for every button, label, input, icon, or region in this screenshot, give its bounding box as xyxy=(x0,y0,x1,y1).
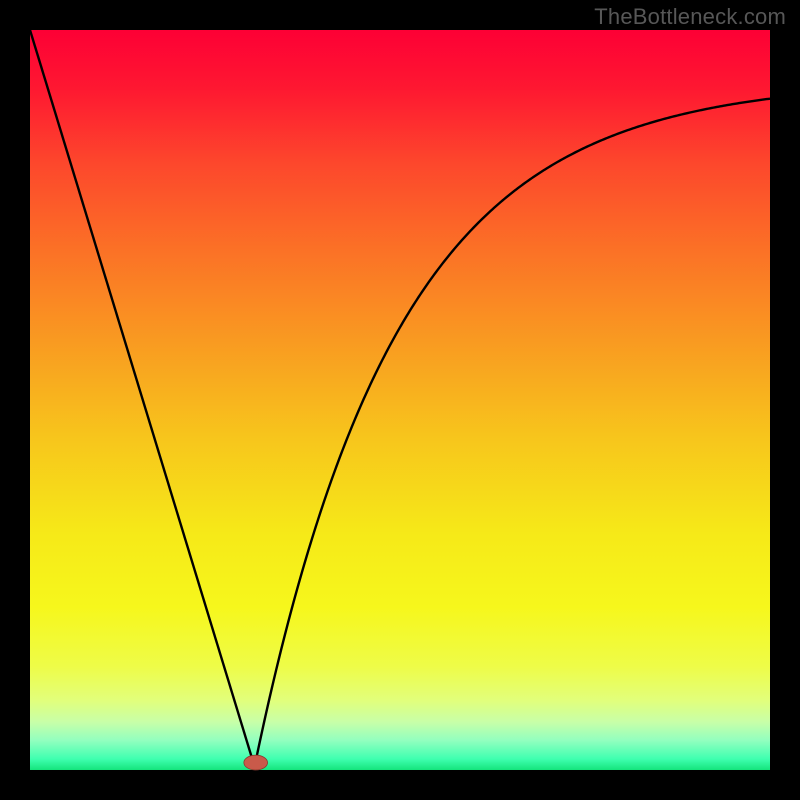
chart-svg xyxy=(0,0,800,800)
minimum-marker xyxy=(244,755,268,770)
plot-background xyxy=(30,30,770,770)
watermark-text: TheBottleneck.com xyxy=(594,4,786,30)
chart-container: TheBottleneck.com xyxy=(0,0,800,800)
